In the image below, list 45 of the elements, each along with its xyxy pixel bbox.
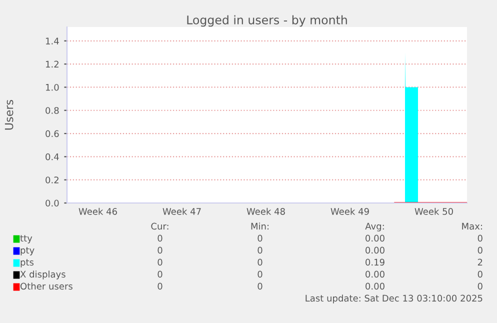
text: 0 <box>158 282 162 290</box>
text: 2 <box>478 258 482 266</box>
x-tick-label: Week 46 <box>78 208 117 215</box>
legend-label: pty <box>20 247 34 256</box>
text: 0 <box>158 234 162 242</box>
text: 0 <box>158 246 162 254</box>
x-tick-label: Week 49 <box>330 208 369 215</box>
x-tick-label: Week 50 <box>414 208 453 215</box>
text: 0.00 <box>366 246 384 254</box>
y-tick-label: 1.4 <box>46 38 59 44</box>
chart-title: Logged in users - by month <box>187 15 347 27</box>
legend-label: X displays <box>20 270 66 280</box>
text: 0.00 <box>366 270 384 278</box>
y-tick-label: 1.0 <box>46 84 59 91</box>
text: Last update: Sat Dec 13 03:10:00 2025 <box>306 294 482 304</box>
text: 0 <box>478 282 482 290</box>
text: 0 <box>258 246 262 254</box>
text: 0.19 <box>366 258 384 266</box>
y-tick-label: 0.4 <box>46 153 59 160</box>
legend-label: pts <box>20 259 34 268</box>
legend-label: tty <box>20 235 32 244</box>
text: Max: <box>462 222 482 230</box>
text: Avg: <box>365 222 384 232</box>
text: 0 <box>258 234 262 242</box>
text: 0 <box>478 234 482 242</box>
legend-label: Other users <box>20 282 72 290</box>
text: 0 <box>258 282 262 290</box>
y-tick-label: 0.6 <box>46 130 59 138</box>
text: 0 <box>258 258 262 266</box>
y-tick-label: 1.2 <box>46 60 58 68</box>
x-tick-label: Week 48 <box>246 208 285 215</box>
y-axis-title: Users <box>4 100 14 130</box>
text: 0 <box>478 246 482 254</box>
text: 0 <box>158 258 162 266</box>
y-tick-label: 0.2 <box>46 176 58 184</box>
text: 0.00 <box>366 282 384 290</box>
text: Min: <box>251 222 268 230</box>
y-tick-label: 0.8 <box>46 107 59 114</box>
text: 0 <box>478 270 482 278</box>
text: 0 <box>258 270 262 278</box>
x-tick-label: Week 47 <box>162 208 201 215</box>
text: 0.00 <box>366 234 384 242</box>
text: Cur: <box>151 222 168 230</box>
y-tick-label: 0.0 <box>46 200 59 207</box>
text: 0 <box>158 270 162 278</box>
